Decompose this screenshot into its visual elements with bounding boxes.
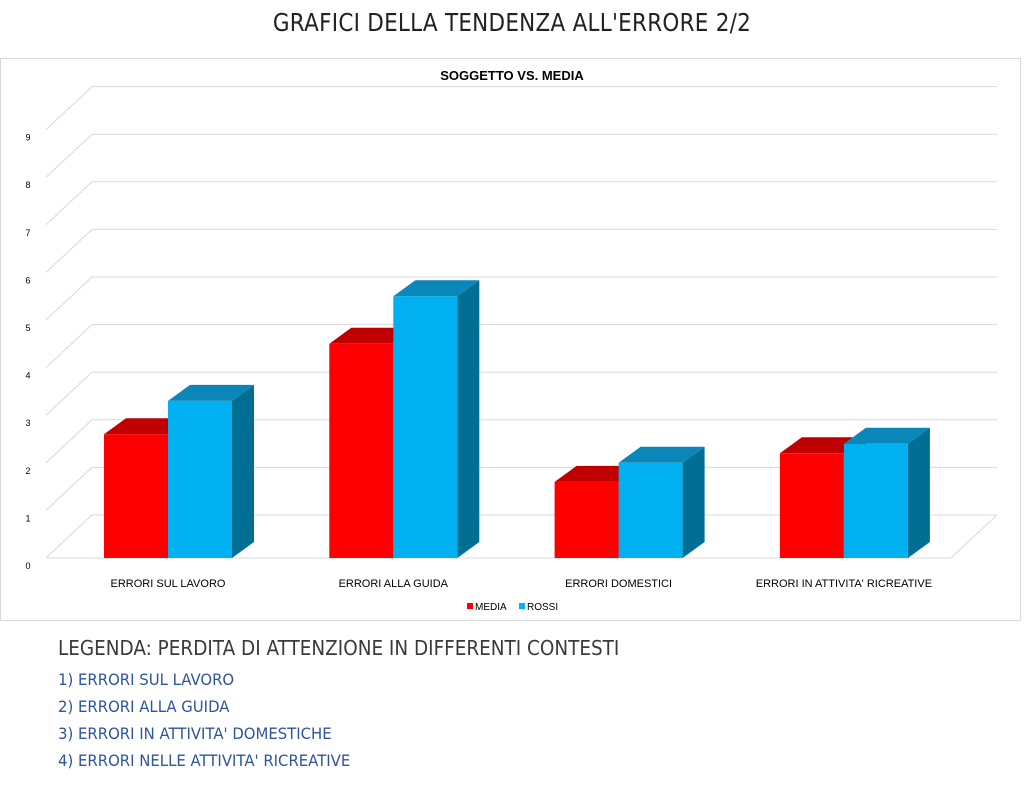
y-tick-label: 1 bbox=[25, 513, 30, 523]
y-tick-label: 4 bbox=[25, 371, 30, 381]
bar bbox=[168, 400, 232, 558]
y-tick-label: 3 bbox=[25, 418, 30, 428]
gridline-diagonal bbox=[45, 133, 93, 178]
bar bbox=[104, 434, 168, 558]
chart-area: SOGGETTO VS. MEDIA 0 1 2 3 4 5 6 7 8 9 ERRORI SUL… bbox=[0, 58, 1021, 621]
x-tick-label: ERRORI ALLA GUIDA bbox=[339, 578, 449, 590]
gridline-diagonal bbox=[45, 514, 93, 559]
bar-top bbox=[168, 384, 254, 401]
x-axis-labels: ERRORI SUL LAVORO ERRORI ALLA GUIDA ERRORI… bbox=[111, 578, 933, 590]
legend-list: 1) ERRORI SUL LAVORO 2) ERRORI ALLA GUID… bbox=[58, 670, 668, 778]
floor-right-edge bbox=[950, 514, 998, 559]
bar-top bbox=[393, 280, 480, 297]
gridline-diagonal bbox=[45, 229, 93, 273]
legend-item: 2) ERRORI ALLA GUIDA bbox=[58, 697, 230, 716]
legend-item: 3) ERRORI IN ATTIVITA' DOMESTICHE bbox=[58, 724, 332, 743]
bar-chart: SOGGETTO VS. MEDIA 0 1 2 3 4 5 6 7 8 9 ERRORI SUL… bbox=[25, 68, 998, 613]
bar bbox=[393, 296, 458, 558]
x-tick-label: ERRORI SUL LAVORO bbox=[111, 578, 226, 590]
y-tick-label: 5 bbox=[25, 323, 30, 333]
chart-legend: MEDIA ROSSI bbox=[467, 602, 558, 613]
legend-block: LEGENDA: PERDITA DI ATTENZIONE IN DIFFER… bbox=[58, 636, 668, 778]
bars bbox=[104, 280, 930, 558]
bar bbox=[843, 443, 908, 558]
bar-side bbox=[682, 446, 705, 558]
legend-item: 4) ERRORI NELLE ATTIVITA' RICREATIVE bbox=[58, 751, 351, 770]
bar bbox=[779, 453, 844, 558]
y-tick-label: 8 bbox=[25, 180, 30, 190]
x-tick-label: ERRORI DOMESTICI bbox=[565, 578, 672, 590]
gridline-diagonal bbox=[45, 276, 93, 321]
legend-item: 1) ERRORI SUL LAVORO bbox=[58, 670, 235, 689]
y-tick-label: 6 bbox=[25, 275, 30, 285]
gridline-diagonal bbox=[45, 86, 93, 130]
bar-side bbox=[907, 427, 930, 558]
bar-side bbox=[232, 384, 254, 558]
page-title: GRAFICI DELLA TENDENZA ALL'ERRORE 2/2 bbox=[272, 8, 752, 37]
bar-side bbox=[457, 280, 480, 558]
y-tick-label: 0 bbox=[25, 561, 30, 571]
bar bbox=[329, 343, 394, 558]
bar-top bbox=[843, 427, 930, 444]
bar-top bbox=[618, 446, 705, 463]
bar bbox=[554, 481, 619, 558]
legend-swatch bbox=[467, 603, 473, 609]
chart-title: SOGGETTO VS. MEDIA bbox=[440, 68, 584, 83]
y-tick-label: 2 bbox=[25, 466, 30, 476]
legend-swatch bbox=[519, 603, 525, 609]
gridline-diagonal bbox=[45, 181, 93, 226]
y-tick-label: 7 bbox=[25, 228, 30, 238]
legend-label: MEDIA bbox=[475, 602, 507, 613]
gridline-diagonal bbox=[45, 324, 93, 368]
gridline-diagonal bbox=[45, 371, 93, 416]
gridline-diagonal bbox=[45, 467, 93, 511]
y-axis-ticks: 0 1 2 3 4 5 6 7 8 9 bbox=[25, 133, 30, 571]
bar bbox=[618, 462, 683, 558]
y-tick-label: 9 bbox=[25, 133, 30, 143]
legend-heading: LEGENDA: PERDITA DI ATTENZIONE IN DIFFER… bbox=[58, 636, 620, 660]
gridline-diagonal bbox=[45, 419, 93, 464]
legend-label: ROSSI bbox=[527, 602, 558, 613]
x-tick-label: ERRORI IN ATTIVITA' RICREATIVE bbox=[756, 578, 932, 590]
